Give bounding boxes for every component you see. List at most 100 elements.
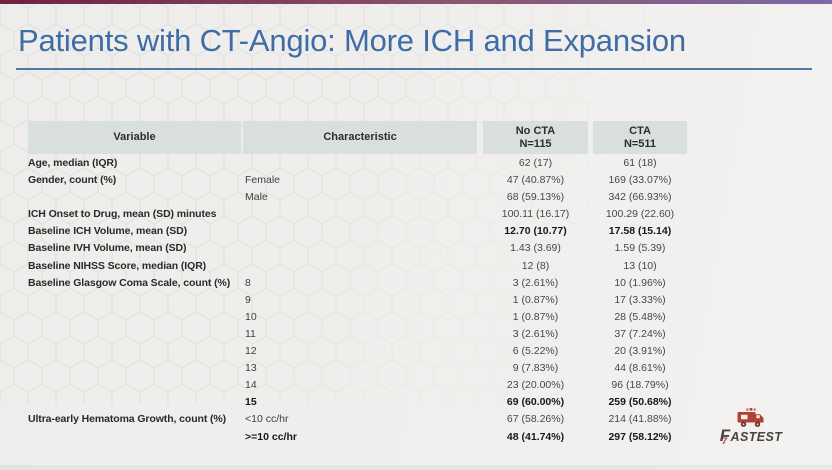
variable-cell xyxy=(28,429,241,446)
table-row: Baseline IVH Volume, mean (SD) 1.43 (3.6… xyxy=(28,240,689,257)
characteristic-cell: 9 xyxy=(245,293,251,306)
cta-value-cell: 37 (7.24%) xyxy=(614,327,666,340)
variable-cell: Age, median (IQR) xyxy=(28,157,118,169)
characteristic-cell: Male xyxy=(245,191,268,204)
no-cta-value-cell: 68 (59.13%) xyxy=(506,191,565,204)
characteristic-cell: 14 xyxy=(245,379,257,392)
cta-value-cell: 259 (50.68%) xyxy=(608,396,672,409)
cta-value-cell: 342 (66.93%) xyxy=(608,191,672,204)
characteristic-cell: 15 xyxy=(245,396,257,409)
header-variable-label: Variable xyxy=(113,131,156,143)
cta-value-cell: 61 (18) xyxy=(623,157,657,169)
variable-cell: Baseline NIHSS Score, median (IQR) xyxy=(28,259,207,272)
header-characteristic-label: Characteristic xyxy=(323,131,397,143)
no-cta-value-cell: 1 (0.87%) xyxy=(512,310,559,323)
characteristic-cell: 10 xyxy=(245,310,257,323)
header-no-cta: No CTA N=115 xyxy=(483,121,588,154)
header-cta-label: CTA xyxy=(629,124,651,137)
variable-cell xyxy=(28,394,241,411)
variable-cell: Baseline Glasgow Coma Scale, count (%) xyxy=(28,276,231,289)
no-cta-value-cell: 67 (58.26%) xyxy=(506,413,565,426)
cta-value-cell: 28 (5.48%) xyxy=(614,310,666,323)
table-row: Male 68 (59.13%) 342 (66.93%) xyxy=(28,189,689,206)
no-cta-value-cell: 12.70 (10.77) xyxy=(504,225,567,238)
logo-text: FASTEST 7 xyxy=(708,426,794,446)
table-row: Gender, count (%) Female 47 (40.87%) 169… xyxy=(28,172,689,189)
no-cta-value-cell: 3 (2.61%) xyxy=(512,327,559,340)
no-cta-value-cell: 9 (7.83%) xyxy=(512,362,559,375)
characteristic-cell: Female xyxy=(245,174,281,187)
cta-value-cell: 20 (3.91%) xyxy=(614,345,666,358)
no-cta-value-cell: 69 (60.00%) xyxy=(506,396,565,409)
cta-value-cell: 96 (18.79%) xyxy=(611,379,669,392)
variable-cell xyxy=(28,343,241,360)
header-variable: Variable xyxy=(28,121,241,154)
table-row: 10 1 (0.87%) 28 (5.48%) xyxy=(28,309,689,326)
table-row: 9 1 (0.87%) 17 (3.33%) xyxy=(28,292,689,309)
cta-value-cell: 44 (8.61%) xyxy=(614,362,666,375)
table-row: Age, median (IQR) 62 (17) 61 (18) xyxy=(28,155,689,172)
logo-letter-f: F xyxy=(719,426,731,445)
cta-value-cell: 100.29 (22.60) xyxy=(605,208,675,221)
variable-cell: Gender, count (%) xyxy=(28,174,117,187)
no-cta-value-cell: 6 (5.22%) xyxy=(512,345,559,358)
cta-value-cell: 297 (58.12%) xyxy=(608,430,672,443)
variable-cell: ICH Onset to Drug, mean (SD) minutes xyxy=(28,208,217,221)
top-accent-bar xyxy=(0,0,832,4)
variable-cell: Baseline ICH Volume, mean (SD) xyxy=(28,225,188,238)
header-cta-n: N=511 xyxy=(623,137,657,150)
cta-value-cell: 13 (10) xyxy=(623,259,657,272)
variable-cell: Baseline IVH Volume, mean (SD) xyxy=(28,242,187,255)
data-table: Variable Characteristic No CTA N=115 CTA… xyxy=(28,121,689,446)
cta-value-cell: 17 (3.33%) xyxy=(614,293,666,306)
bottom-strip xyxy=(0,465,832,470)
no-cta-value-cell: 1.43 (3.69) xyxy=(510,242,561,255)
variable-cell xyxy=(28,360,241,377)
no-cta-value-cell: 48 (41.74%) xyxy=(506,430,565,443)
characteristic-cell: 8 xyxy=(245,276,251,289)
table-body: Age, median (IQR) 62 (17) 61 (18) Gender… xyxy=(28,155,689,446)
table-row: 13 9 (7.83%) 44 (8.61%) xyxy=(28,360,689,377)
table-row: Baseline NIHSS Score, median (IQR) 12 (8… xyxy=(28,258,689,275)
characteristic-cell: 11 xyxy=(245,327,256,340)
characteristic-cell: 12 xyxy=(245,345,257,358)
no-cta-value-cell: 100.11 (16.17) xyxy=(501,208,570,221)
table-row: Baseline Glasgow Coma Scale, count (%) 8… xyxy=(28,275,689,292)
ambulance-icon xyxy=(737,408,764,427)
header-no-cta-label: No CTA xyxy=(515,124,556,137)
table-row: Baseline ICH Volume, mean (SD) 12.70 (10… xyxy=(28,223,689,240)
cta-value-cell: 1.59 (5.39) xyxy=(614,242,666,255)
characteristic-cell xyxy=(243,223,477,240)
no-cta-value-cell: 1 (0.87%) xyxy=(512,293,559,306)
header-characteristic: Characteristic xyxy=(243,121,477,154)
logo-letters-rest: ASTEST xyxy=(730,430,783,444)
header-cta: CTA N=511 xyxy=(593,121,687,154)
characteristic-cell xyxy=(243,155,477,172)
page-title: Patients with CT-Angio: More ICH and Exp… xyxy=(18,23,686,58)
cta-value-cell: 17.58 (15.14) xyxy=(608,225,672,238)
no-cta-value-cell: 12 (8) xyxy=(521,259,550,272)
characteristic-cell: 13 xyxy=(245,362,257,375)
characteristic-cell xyxy=(243,240,477,257)
characteristic-cell xyxy=(243,258,477,275)
header-no-cta-n: N=115 xyxy=(519,137,552,150)
table-row: 14 23 (20.00%) 96 (18.79%) xyxy=(28,377,689,394)
variable-cell xyxy=(28,189,241,206)
no-cta-value-cell: 23 (20.00%) xyxy=(506,379,565,392)
no-cta-value-cell: 3 (2.61%) xyxy=(512,276,559,289)
cta-value-cell: 214 (41.88%) xyxy=(608,413,672,426)
table-row: >=10 cc/hr 48 (41.74%) 297 (58.12%) xyxy=(28,429,689,446)
variable-cell xyxy=(28,309,241,326)
table-header-row: Variable Characteristic No CTA N=115 CTA… xyxy=(28,121,689,154)
fastest-logo: FASTEST 7 xyxy=(708,408,794,446)
variable-cell xyxy=(28,292,241,309)
no-cta-value-cell: 62 (17) xyxy=(518,157,553,169)
logo-seven: 7 xyxy=(722,436,728,446)
table-row: 12 6 (5.22%) 20 (3.91%) xyxy=(28,343,689,360)
table-row: 15 69 (60.00%) 259 (50.68%) xyxy=(28,394,689,411)
variable-cell xyxy=(28,326,241,343)
table-row: Ultra-early Hematoma Growth, count (%) <… xyxy=(28,411,689,428)
variable-cell: Ultra-early Hematoma Growth, count (%) xyxy=(28,413,227,426)
cta-value-cell: 10 (1.96%) xyxy=(614,276,666,289)
